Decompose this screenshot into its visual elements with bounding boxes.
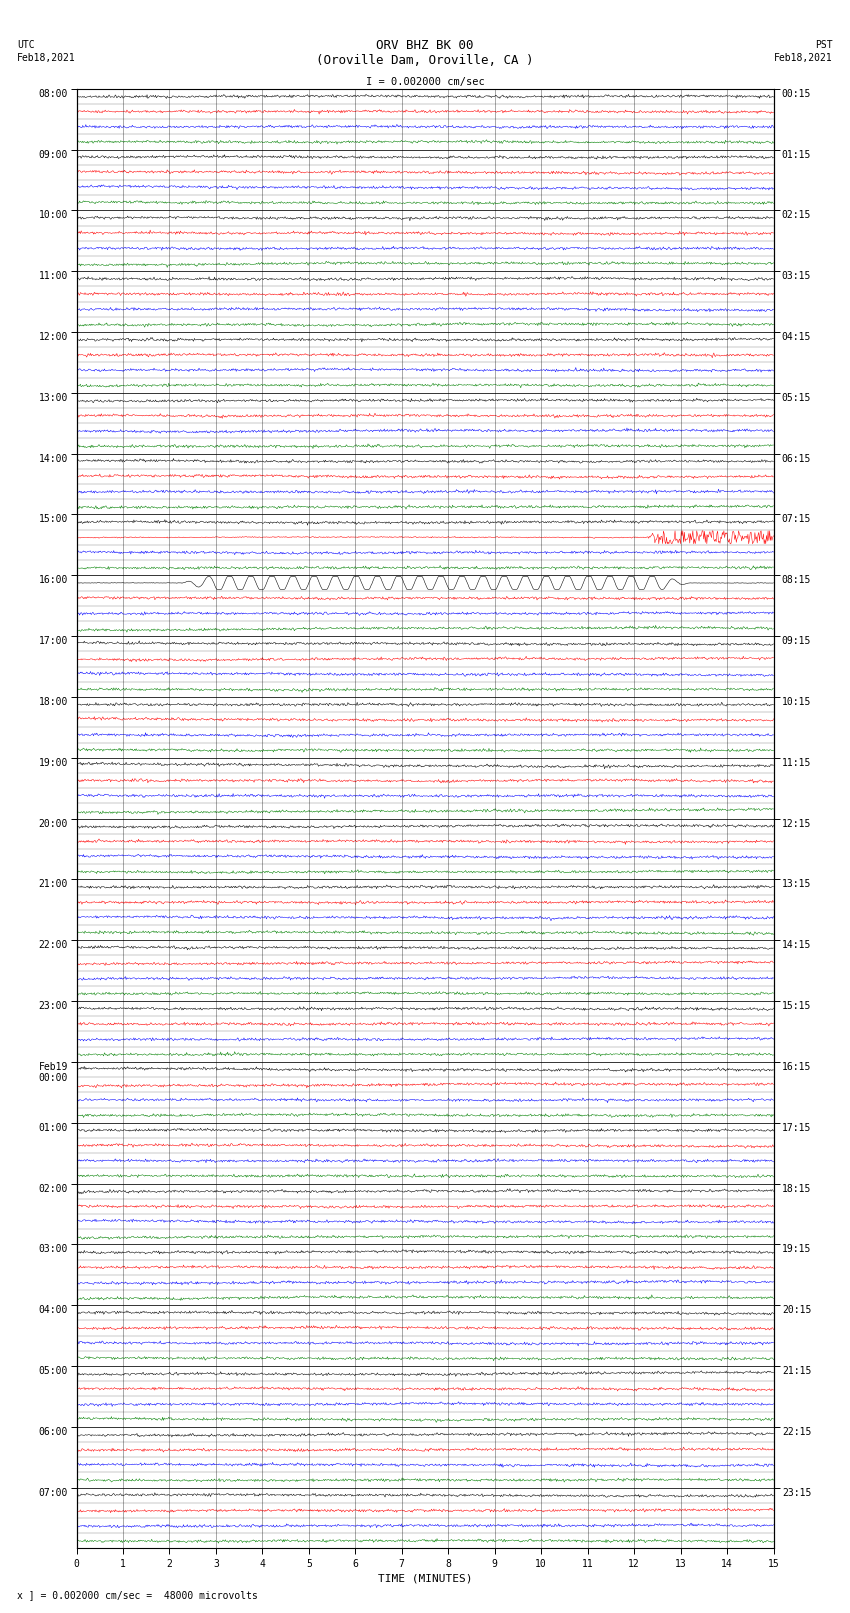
Title: ORV BHZ BK 00
(Oroville Dam, Oroville, CA ): ORV BHZ BK 00 (Oroville Dam, Oroville, C… — [316, 39, 534, 66]
Text: I = 0.002000 cm/sec: I = 0.002000 cm/sec — [366, 77, 484, 87]
Text: x ] = 0.002000 cm/sec =  48000 microvolts: x ] = 0.002000 cm/sec = 48000 microvolts — [17, 1590, 258, 1600]
Text: UTC
Feb18,2021: UTC Feb18,2021 — [17, 40, 76, 63]
X-axis label: TIME (MINUTES): TIME (MINUTES) — [377, 1573, 473, 1582]
Text: PST
Feb18,2021: PST Feb18,2021 — [774, 40, 833, 63]
